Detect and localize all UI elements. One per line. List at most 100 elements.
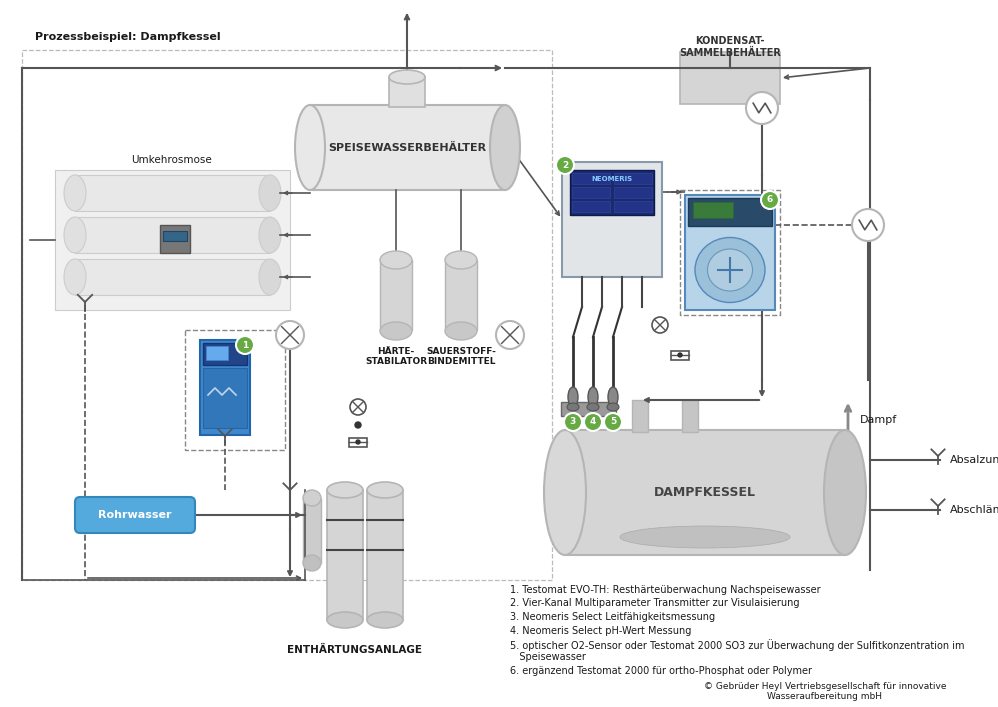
Bar [565,430,845,555]
Bar [572,187,610,198]
Text: NEOMERIS: NEOMERIS [592,176,633,182]
Bar [614,187,652,198]
Text: KONDENSAT-
SAMMELBEHÄLTER: KONDENSAT- SAMMELBEHÄLTER [679,36,781,58]
Bar [203,343,247,365]
Ellipse shape [544,430,586,555]
Ellipse shape [445,251,477,269]
Circle shape [564,413,582,431]
Text: HÄRTE-
STABILATOR: HÄRTE- STABILATOR [365,347,427,366]
Bar [163,231,187,241]
Ellipse shape [303,555,321,571]
Bar [389,77,425,107]
Bar [367,490,403,620]
Circle shape [236,336,254,354]
Ellipse shape [259,259,281,295]
Text: 5. optischer O2-Sensor oder Testomat 2000 SO3 zur Überwachung der Sulfitkonzentr: 5. optischer O2-Sensor oder Testomat 200… [510,639,964,651]
Circle shape [584,413,602,431]
Text: Prozessbeispiel: Dampfkessel: Prozessbeispiel: Dampfkessel [35,32,221,42]
Circle shape [652,317,668,333]
Ellipse shape [587,403,599,411]
Bar [572,173,610,184]
Text: 1: 1 [242,341,249,349]
Ellipse shape [327,612,363,628]
Bar [445,260,477,330]
Circle shape [355,422,361,428]
Ellipse shape [380,251,412,269]
Ellipse shape [64,259,86,295]
Circle shape [350,399,366,415]
Text: Abschlämmung: Abschlämmung [950,505,998,515]
Text: 6. ergänzend Testomat 2000 für ortho-Phosphat oder Polymer: 6. ergänzend Testomat 2000 für ortho-Pho… [510,666,812,676]
Circle shape [746,92,778,124]
Ellipse shape [259,217,281,253]
Bar [349,438,367,447]
Bar [75,259,270,295]
Bar [55,170,290,310]
Bar [160,225,190,253]
Text: DAMPFKESSEL: DAMPFKESSEL [654,486,756,499]
Ellipse shape [490,105,520,190]
Ellipse shape [824,430,866,555]
Bar [75,217,270,253]
Ellipse shape [64,175,86,211]
Text: ENTHÄRTUNGSANLAGE: ENTHÄRTUNGSANLAGE [287,645,422,655]
Circle shape [276,321,304,349]
Bar [632,400,648,432]
Circle shape [761,191,779,209]
Ellipse shape [367,612,403,628]
Text: Absalzung: Absalzung [950,455,998,465]
Text: SAUERSTOFF-
BINDEMITTEL: SAUERSTOFF- BINDEMITTEL [426,347,496,366]
Ellipse shape [64,217,86,253]
Bar [572,201,610,212]
Bar [680,52,780,104]
Ellipse shape [259,175,281,211]
Circle shape [852,209,884,241]
Text: 4. Neomeris Select pH-Wert Messung: 4. Neomeris Select pH-Wert Messung [510,626,692,636]
Text: 3. Neomeris Select Leitfähigkeitsmessung: 3. Neomeris Select Leitfähigkeitsmessung [510,612,716,622]
Bar [203,368,247,428]
Bar [562,162,662,277]
Circle shape [356,440,360,444]
Text: 2: 2 [562,160,568,170]
Bar [75,175,270,211]
Ellipse shape [588,387,598,407]
Circle shape [556,156,574,174]
Text: Speisewasser: Speisewasser [510,653,586,662]
Text: Umkehrosmose: Umkehrosmose [132,155,213,165]
Ellipse shape [303,490,321,506]
FancyBboxPatch shape [75,497,195,533]
Bar [688,198,772,226]
Text: 5: 5 [610,418,616,426]
Ellipse shape [445,322,477,340]
Text: SPEISEWASSERBEHÄLTER: SPEISEWASSERBEHÄLTER [328,143,486,153]
Ellipse shape [568,387,578,407]
Ellipse shape [367,482,403,498]
Text: Dampf: Dampf [860,415,897,425]
Bar [685,195,775,310]
Bar [693,202,733,218]
Bar [671,351,689,360]
Bar [614,201,652,212]
Text: 1. Testomat EVO-TH: Resthärteüberwachung Nachspeisewasser: 1. Testomat EVO-TH: Resthärteüberwachung… [510,585,820,595]
Bar [200,340,250,435]
Ellipse shape [327,482,363,498]
Ellipse shape [620,526,790,548]
Ellipse shape [567,403,579,411]
Circle shape [678,353,682,357]
Ellipse shape [708,249,752,291]
Text: 2. Vier-Kanal Multiparameter Transmitter zur Visulaisierung: 2. Vier-Kanal Multiparameter Transmitter… [510,599,799,609]
Bar [380,260,412,330]
Bar [570,170,654,215]
Text: 4: 4 [590,418,596,426]
Ellipse shape [380,322,412,340]
Bar [310,105,505,190]
Bar [206,346,228,360]
Ellipse shape [695,238,765,303]
Text: 3: 3 [570,418,576,426]
Ellipse shape [295,105,325,190]
Ellipse shape [607,403,619,411]
Bar [303,498,321,563]
Circle shape [496,321,524,349]
Circle shape [604,413,622,431]
Bar [561,402,616,416]
